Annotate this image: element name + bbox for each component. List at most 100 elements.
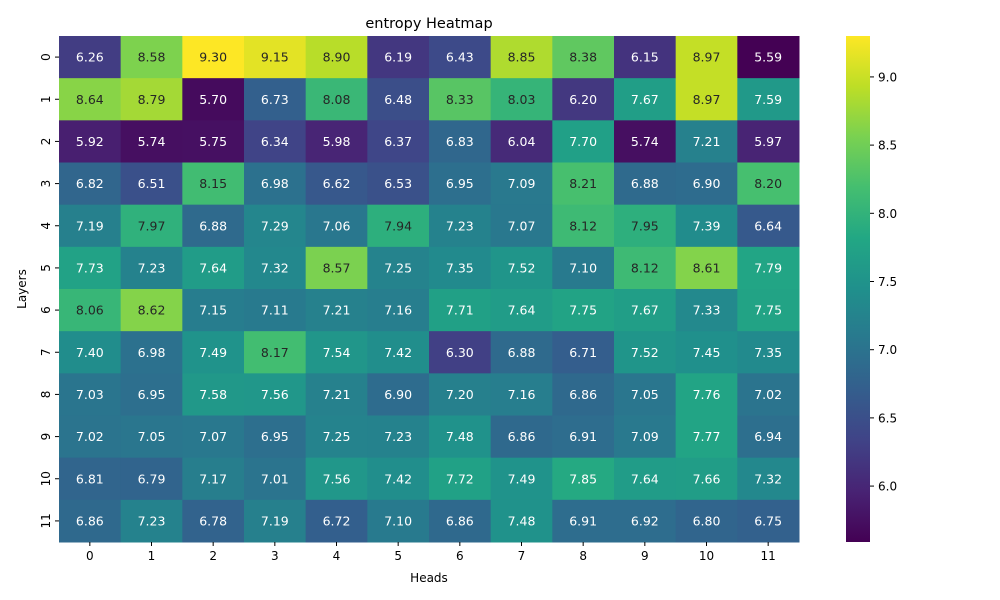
cell-value-label: 7.42 <box>384 471 412 486</box>
heatmap-cell-r5-c4 <box>305 246 368 290</box>
cell-value-label: 8.03 <box>508 92 536 107</box>
cell-value-label: 7.58 <box>199 387 227 402</box>
cell-value-label: 7.07 <box>508 218 536 233</box>
cell-value-label: 7.52 <box>508 260 536 275</box>
heatmap-cell-r3-c5 <box>367 162 430 206</box>
heatmap-cell-r8-c4 <box>305 373 368 416</box>
cell-value-label: 6.88 <box>631 176 659 191</box>
heatmap-cell-r3-c0 <box>59 162 122 206</box>
cell-value-label: 7.56 <box>261 387 289 402</box>
cell-value-label: 7.09 <box>508 176 536 191</box>
cell-value-label: 8.62 <box>138 303 166 318</box>
heatmap-cell-r3-c7 <box>490 162 553 206</box>
cell-value-label: 6.90 <box>384 387 412 402</box>
cell-value-label: 8.08 <box>323 92 351 107</box>
cell-value-label: 7.02 <box>754 387 782 402</box>
x-tick-label: 10 <box>699 549 714 563</box>
heatmap-cell-r11-c0 <box>59 499 122 543</box>
x-tick-label: 8 <box>579 549 587 563</box>
cell-value-label: 7.21 <box>323 387 351 402</box>
cell-value-label: 9.30 <box>199 50 227 65</box>
heatmap-cell-r7-c1 <box>120 331 183 374</box>
cell-value-label: 7.11 <box>261 303 289 318</box>
cell-value-label: 5.75 <box>199 134 227 149</box>
heatmap-cell-r0-c2 <box>182 36 245 79</box>
heatmap-cell-r5-c2 <box>182 246 245 290</box>
y-tick-label: 2 <box>39 138 53 146</box>
x-axis-ticks: 0 1 2 3 4 5 6 7 8 9 10 11 <box>86 542 776 563</box>
heatmap-cell-r8-c11 <box>737 373 800 416</box>
y-axis-label: Layers <box>15 269 29 309</box>
heatmap-cell-r3-c2 <box>182 162 245 206</box>
cell-value-label: 9.15 <box>261 50 289 65</box>
heatmap-cell-r4-c2 <box>182 204 245 248</box>
cell-value-label: 7.16 <box>508 387 536 402</box>
heatmap-cell-r8-c2 <box>182 373 245 416</box>
cell-value-label: 7.48 <box>446 429 474 444</box>
x-tick-label: 0 <box>86 549 94 563</box>
x-tick-label: 1 <box>148 549 156 563</box>
cell-value-label: 6.91 <box>569 429 597 444</box>
cell-value-label: 6.80 <box>693 513 721 528</box>
heatmap-cell-r5-c0 <box>59 246 122 290</box>
cell-value-label: 6.98 <box>261 176 289 191</box>
heatmap-cell-r6-c7 <box>490 289 553 332</box>
cell-value-label: 7.23 <box>138 513 166 528</box>
cell-value-label: 7.16 <box>384 303 412 318</box>
cell-value-label: 6.62 <box>323 176 351 191</box>
cell-value-label: 5.70 <box>199 92 227 107</box>
heatmap-cell-r8-c10 <box>675 373 738 416</box>
heatmap-cell-r8-c6 <box>429 373 492 416</box>
cell-value-label: 6.37 <box>384 134 412 149</box>
heatmap-cell-r11-c11 <box>737 499 800 543</box>
cell-value-label: 8.57 <box>323 260 351 275</box>
heatmap-cell-r1-c9 <box>614 78 677 121</box>
heatmap-cell-r10-c9 <box>614 457 677 501</box>
cell-value-label: 7.40 <box>76 345 104 360</box>
cell-value-label: 7.71 <box>446 303 474 318</box>
heatmap-cell-r5-c6 <box>429 246 492 290</box>
heatmap-cell-r6-c6 <box>429 289 492 332</box>
heatmap-cell-r11-c8 <box>552 499 615 543</box>
cell-value-label: 8.17 <box>261 345 289 360</box>
heatmap-cell-r3-c11 <box>737 162 800 206</box>
heatmap-cell-r11-c2 <box>182 499 245 543</box>
heatmap-cell-r0-c7 <box>490 36 553 79</box>
heatmap-cell-r9-c1 <box>120 415 183 459</box>
cell-value-label: 7.70 <box>569 134 597 149</box>
colorbar-tick-label: 6.0 <box>878 480 897 494</box>
cell-value-label: 6.86 <box>76 513 104 528</box>
cell-value-label: 7.45 <box>693 345 721 360</box>
heatmap-cell-r9-c10 <box>675 415 738 459</box>
cell-value-label: 7.64 <box>508 303 536 318</box>
y-tick-label: 9 <box>39 433 53 441</box>
heatmap-cell-r0-c4 <box>305 36 368 79</box>
cell-value-label: 6.86 <box>508 429 536 444</box>
heatmap-cell-r8-c1 <box>120 373 183 416</box>
heatmap-cell-r4-c4 <box>305 204 368 248</box>
cell-value-label: 8.64 <box>76 92 104 107</box>
heatmap-cell-r10-c2 <box>182 457 245 501</box>
heatmap-cell-r9-c2 <box>182 415 245 459</box>
heatmap-cell-r8-c5 <box>367 373 430 416</box>
cell-value-label: 7.23 <box>384 429 412 444</box>
colorbar-tick-label: 7.0 <box>878 343 897 357</box>
heatmap-cell-r7-c0 <box>59 331 122 374</box>
cell-value-label: 7.54 <box>323 345 351 360</box>
cell-value-label: 6.20 <box>569 92 597 107</box>
heatmap-cell-r8-c3 <box>244 373 307 416</box>
cell-value-label: 8.12 <box>631 260 659 275</box>
cell-value-label: 7.02 <box>76 429 104 444</box>
heatmap-cell-r1-c0 <box>59 78 122 121</box>
cell-value-label: 7.72 <box>446 471 474 486</box>
x-tick-label: 7 <box>518 549 526 563</box>
cell-value-label: 8.38 <box>569 50 597 65</box>
chart-title: entropy Heatmap <box>365 16 492 32</box>
heatmap-cell-r10-c4 <box>305 457 368 501</box>
cell-value-label: 6.86 <box>446 513 474 528</box>
heatmap-cell-r4-c3 <box>244 204 307 248</box>
cell-value-label: 7.03 <box>76 387 104 402</box>
heatmap-cell-r4-c6 <box>429 204 492 248</box>
cell-value-label: 7.06 <box>323 218 351 233</box>
